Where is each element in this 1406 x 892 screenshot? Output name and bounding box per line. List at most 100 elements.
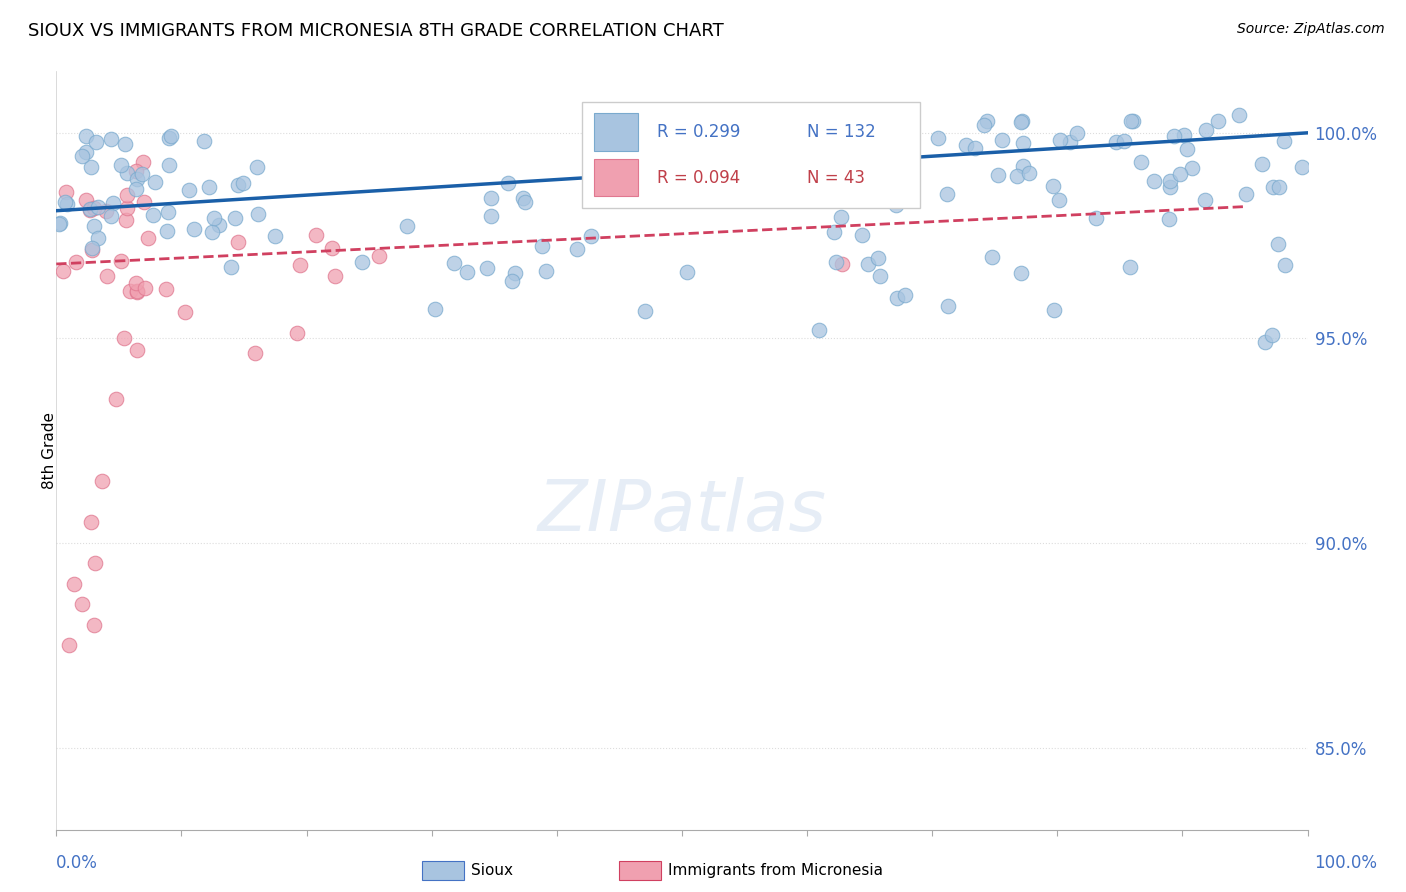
Point (65, 254, 87, 268)
Point (396, 219, 419, 233)
Point (83, 556, 105, 570)
Point (824, 153, 846, 167)
Point (52, 263, 75, 277)
Point (134, 281, 156, 295)
Point (1018, 165, 1040, 179)
Point (1042, 303, 1064, 318)
Point (49, 216, 72, 230)
Point (512, 191, 534, 205)
Point (1175, 142, 1198, 156)
Point (869, 268, 891, 283)
Point (973, 118, 995, 132)
Text: ZIPatlas: ZIPatlas (537, 476, 827, 546)
Point (103, 196, 125, 211)
Point (131, 167, 153, 181)
Point (127, 285, 149, 299)
Point (304, 228, 326, 243)
Point (1159, 174, 1181, 188)
Point (475, 260, 498, 275)
Point (226, 235, 249, 249)
Point (114, 136, 136, 151)
Point (1206, 113, 1229, 128)
Point (80, 515, 103, 529)
Bar (595, 113, 638, 151)
Point (174, 304, 197, 318)
Point (600, 174, 623, 188)
Point (72, 597, 94, 611)
Point (1268, 179, 1291, 194)
Point (1105, 136, 1128, 150)
Point (143, 175, 166, 189)
Point (1250, 157, 1272, 171)
Point (100, 132, 122, 146)
Point (124, 181, 146, 195)
Point (110, 158, 132, 172)
Point (323, 269, 346, 284)
Point (825, 255, 848, 269)
Y-axis label: 8th Grade: 8th Grade (42, 412, 56, 489)
Point (193, 134, 215, 148)
Text: Sioux: Sioux (471, 863, 513, 878)
Point (981, 251, 1004, 265)
Point (808, 323, 831, 337)
Text: 0.0%: 0.0% (56, 854, 98, 871)
Point (737, 155, 759, 169)
Point (1010, 266, 1032, 280)
Point (112, 331, 135, 345)
Point (224, 211, 246, 225)
Point (1163, 128, 1185, 143)
Point (72, 149, 94, 163)
Text: Source: ZipAtlas.com: Source: ZipAtlas.com (1237, 22, 1385, 37)
Point (157, 158, 180, 172)
Point (247, 207, 270, 221)
Point (179, 183, 201, 197)
Point (204, 211, 226, 226)
Point (531, 238, 554, 252)
Point (1042, 179, 1064, 194)
Point (75, 145, 97, 160)
Point (505, 266, 527, 280)
Point (53, 194, 76, 209)
Point (226, 178, 249, 192)
Point (1168, 167, 1191, 181)
Point (676, 264, 699, 278)
Point (83, 617, 105, 632)
Point (127, 284, 149, 298)
Point (110, 254, 132, 268)
Point (1011, 113, 1033, 128)
Point (157, 131, 180, 145)
Point (534, 263, 557, 277)
Text: 100.0%: 100.0% (1315, 854, 1378, 871)
Point (245, 346, 267, 360)
Point (290, 258, 312, 272)
Point (634, 304, 657, 318)
Point (1005, 169, 1028, 183)
Point (1012, 136, 1035, 150)
Point (1234, 186, 1257, 201)
Point (1049, 133, 1071, 147)
Point (75, 193, 97, 207)
Point (1272, 134, 1295, 148)
Point (868, 251, 890, 265)
Point (1194, 123, 1216, 137)
Point (75, 129, 97, 144)
Point (115, 213, 138, 227)
Point (201, 225, 224, 239)
Point (104, 392, 127, 407)
Point (831, 257, 853, 271)
Text: Immigrants from Micronesia: Immigrants from Micronesia (668, 863, 883, 878)
Point (579, 228, 602, 243)
Point (84, 135, 107, 149)
Point (63, 576, 86, 591)
Point (823, 225, 845, 239)
Point (58, 638, 80, 652)
Point (132, 155, 155, 169)
Point (1129, 155, 1152, 169)
Point (157, 205, 180, 219)
Point (96, 204, 118, 219)
Point (1260, 328, 1282, 343)
Point (87, 230, 110, 244)
Point (56, 197, 79, 211)
Point (91, 474, 114, 488)
Point (1254, 335, 1277, 350)
